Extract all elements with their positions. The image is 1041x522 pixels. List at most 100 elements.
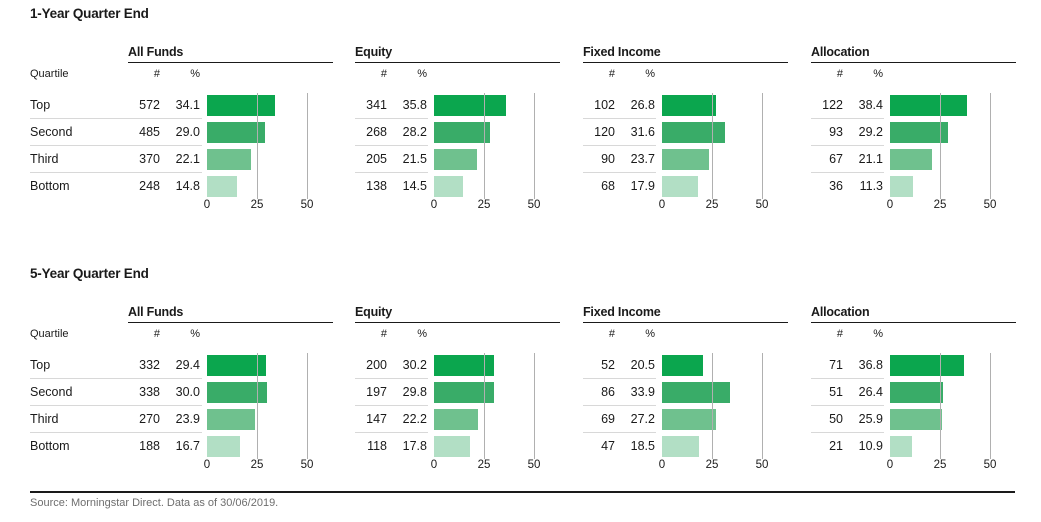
pct-column-header: %	[873, 68, 883, 80]
pct-value: 14.8	[175, 179, 200, 193]
gridline-25	[940, 93, 941, 199]
axis-tick-50: 50	[527, 199, 541, 211]
count-value: 68	[601, 179, 615, 193]
bar-top-quartile	[890, 95, 967, 116]
row-divider	[128, 378, 201, 379]
bar-third-quartile	[434, 149, 477, 170]
pct-value: 29.0	[175, 125, 200, 139]
count-column-header: #	[153, 68, 160, 80]
row-divider	[355, 118, 428, 119]
gridline-25	[257, 353, 258, 459]
row-divider	[30, 118, 202, 119]
row-divider	[355, 145, 428, 146]
section-title: 5-Year Quarter End	[30, 266, 149, 281]
axis-tick-50: 50	[755, 459, 769, 471]
pct-value: 29.2	[858, 125, 883, 139]
group-fixed-income: Fixed Income # % 102 26.8 120 31.6 90 23…	[583, 2, 811, 232]
count-column-header: #	[380, 68, 387, 80]
group-equity: Equity # % 341 35.8 268 28.2 205 21.5 13…	[355, 2, 583, 232]
bar-bottom-quartile	[890, 436, 912, 457]
bar-third-quartile	[434, 409, 479, 430]
count-value: 120	[594, 125, 615, 139]
count-value: 71	[829, 358, 843, 372]
axis-tick-25: 25	[477, 199, 491, 211]
group-all-funds: All Funds # % 572 34.1 485 29.0 370 22.1…	[128, 2, 356, 232]
bar-second-quartile	[662, 122, 726, 143]
row-divider	[128, 145, 201, 146]
axis-tick-0: 0	[886, 199, 894, 211]
footer-rule	[30, 491, 1015, 493]
count-value: 200	[366, 358, 387, 372]
bar-bottom-quartile	[434, 436, 470, 457]
pct-value: 18.5	[630, 439, 655, 453]
axis-tick-0: 0	[658, 459, 666, 471]
row-divider	[583, 118, 656, 119]
axis-tick-50: 50	[755, 199, 769, 211]
count-value: 118	[367, 439, 387, 453]
row-divider	[30, 378, 202, 379]
group-fixed-income: Fixed Income # % 52 20.5 86 33.9 69 27.2…	[583, 262, 811, 492]
row-divider	[355, 378, 428, 379]
row-divider	[128, 118, 201, 119]
pct-column-header: %	[873, 328, 883, 340]
row-divider	[30, 172, 202, 173]
row-divider	[128, 172, 201, 173]
pct-value: 23.7	[630, 152, 655, 166]
row-divider	[355, 172, 428, 173]
axis-tick-50: 50	[527, 459, 541, 471]
count-value: 90	[601, 152, 615, 166]
count-value: 93	[829, 125, 843, 139]
pct-column-header: %	[190, 68, 200, 80]
header-rule	[355, 62, 560, 63]
header-rule	[128, 62, 333, 63]
quartile-label-top: Top	[30, 98, 51, 112]
count-column-header: #	[836, 68, 843, 80]
bar-second-quartile	[434, 122, 491, 143]
header-rule	[583, 322, 788, 323]
axis-tick-0: 0	[203, 199, 211, 211]
row-divider	[355, 432, 428, 433]
axis-tick-0: 0	[430, 459, 438, 471]
count-column-header: #	[608, 328, 615, 340]
count-value: 197	[366, 385, 387, 399]
pct-value: 31.6	[630, 125, 655, 139]
source-note: Source: Morningstar Direct. Data as of 3…	[30, 497, 279, 509]
count-value: 370	[139, 152, 160, 166]
pct-value: 20.5	[630, 358, 655, 372]
pct-column-header: %	[417, 68, 427, 80]
row-divider	[583, 172, 656, 173]
pct-value: 33.9	[630, 385, 655, 399]
gridline-50	[534, 93, 535, 199]
quartile-label-bottom: Bottom	[30, 439, 70, 453]
group-allocation: Allocation # % 122 38.4 93 29.2 67 21.1 …	[811, 2, 1039, 232]
count-value: 69	[601, 412, 615, 426]
axis-tick-25: 25	[705, 459, 719, 471]
bar-bottom-quartile	[662, 176, 698, 197]
axis-tick-25: 25	[705, 199, 719, 211]
pct-value: 35.8	[402, 98, 427, 112]
count-value: 50	[829, 412, 843, 426]
pct-value: 10.9	[858, 439, 883, 453]
row-divider	[811, 378, 884, 379]
pct-value: 38.4	[858, 98, 883, 112]
group-title: Allocation	[811, 45, 870, 59]
pct-value: 16.7	[175, 439, 200, 453]
bar-second-quartile	[890, 122, 949, 143]
gridline-25	[712, 353, 713, 459]
bar-second-quartile	[207, 122, 265, 143]
count-value: 338	[139, 385, 160, 399]
group-allocation: Allocation # % 71 36.8 51 26.4 50 25.9 2…	[811, 262, 1039, 492]
gridline-50	[990, 353, 991, 459]
count-value: 341	[366, 98, 387, 112]
row-divider	[355, 405, 428, 406]
pct-value: 17.8	[402, 439, 427, 453]
count-value: 248	[139, 179, 160, 193]
gridline-50	[307, 93, 308, 199]
quartile-label-bottom: Bottom	[30, 179, 70, 193]
row-divider	[583, 378, 656, 379]
row-divider	[30, 432, 202, 433]
bar-second-quartile	[662, 382, 730, 403]
quartile-label-second: Second	[30, 385, 73, 399]
gridline-25	[484, 353, 485, 459]
group-title: Fixed Income	[583, 45, 661, 59]
